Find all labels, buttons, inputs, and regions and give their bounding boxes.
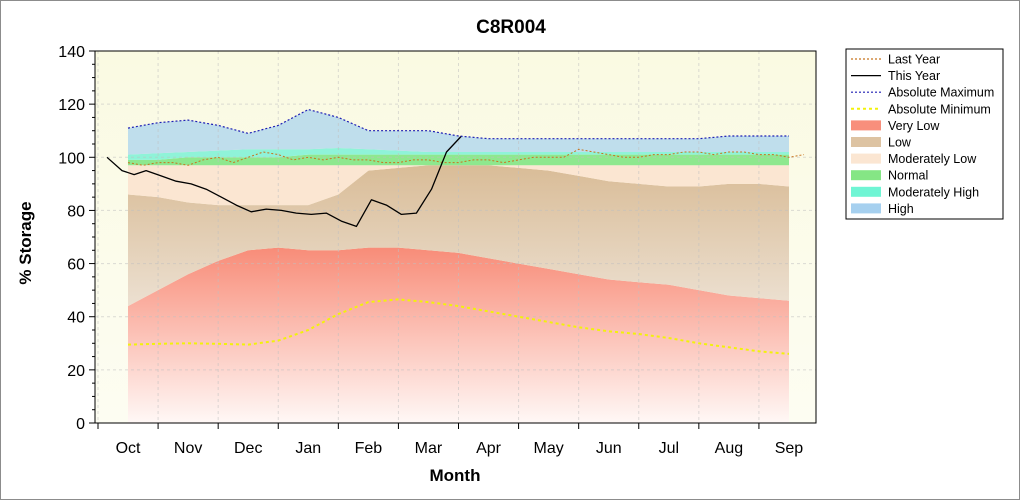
legend-swatch (851, 120, 881, 131)
legend-label: Moderately Low (888, 152, 977, 166)
legend-item: Moderately High (851, 185, 979, 199)
y-tick-label: 80 (67, 203, 85, 220)
y-tick-label: 40 (67, 310, 85, 327)
series-this-year (106, 135, 462, 228)
x-tick-label: Nov (174, 440, 202, 457)
legend-swatch (851, 153, 881, 164)
y-tick-label: 0 (76, 416, 85, 433)
legend-swatch (851, 186, 881, 197)
chart-title: C8R004 (476, 17, 546, 38)
x-tick-label: Dec (234, 440, 262, 457)
x-tick-label: Aug (715, 440, 743, 457)
legend-label: This Year (888, 69, 940, 83)
legend-item: Very Low (851, 119, 940, 133)
x-tick-label: Jul (659, 440, 679, 457)
x-tick-label: Feb (355, 440, 383, 457)
legend-item: Absolute Minimum (851, 102, 991, 116)
series-lines (106, 108, 805, 355)
x-tick-label: Jun (596, 440, 622, 457)
y-axis-title: % Storage (16, 201, 35, 284)
legend-item: Absolute Maximum (851, 86, 994, 100)
grid-lines (95, 51, 816, 423)
series-absolute-maximum (127, 108, 789, 140)
legend-item: This Year (851, 69, 940, 83)
x-tick-label: Oct (116, 440, 141, 457)
x-tick-label: Apr (476, 440, 502, 457)
y-tick-label: 120 (58, 97, 85, 114)
legend-label: Normal (888, 169, 928, 183)
legend-item: High (851, 202, 914, 216)
x-tick-label: May (534, 440, 564, 457)
legend-label: Low (888, 136, 912, 150)
y-tick-label: 20 (67, 363, 85, 380)
x-tick-label: Jan (295, 440, 321, 457)
y-axis: 0 20 40 60 80 100 120 140 (58, 44, 95, 433)
x-tick-label: Sep (775, 440, 804, 457)
legend: Last Year This Year Absolute Maximum Absolu… (845, 48, 1004, 220)
legend-label: Absolute Maximum (888, 86, 994, 100)
legend-label: Last Year (888, 53, 940, 67)
y-tick-label: 140 (58, 44, 85, 61)
legend-swatch (851, 137, 881, 147)
series-last-year (127, 148, 805, 166)
legend-item: Low (851, 136, 912, 150)
legend-item: Moderately Low (851, 152, 977, 166)
legend-item: Last Year (851, 53, 940, 67)
legend-item: Normal (851, 169, 928, 183)
plot-area: 0 20 40 60 80 100 120 140 Oct Nov Dec Jan Feb Mar Apr… (58, 44, 817, 457)
x-tick-label: Mar (415, 440, 443, 457)
legend-label: Absolute Minimum (888, 102, 991, 116)
legend-swatch (851, 203, 881, 214)
band-high (128, 109, 789, 155)
series-absolute-minimum (127, 298, 790, 355)
y-tick-label: 100 (58, 150, 85, 167)
legend-label: Moderately High (888, 185, 979, 199)
legend-label: Very Low (888, 119, 940, 133)
x-axis-title: Month (430, 466, 481, 485)
y-tick-label: 60 (67, 257, 85, 274)
legend-swatch (851, 170, 881, 181)
band-moderately-low (128, 165, 789, 206)
x-axis: Oct Nov Dec Jan Feb Mar Apr May Jun Jul Aug Sep (97, 423, 804, 457)
legend-label: High (888, 202, 914, 216)
band-low (128, 165, 789, 307)
